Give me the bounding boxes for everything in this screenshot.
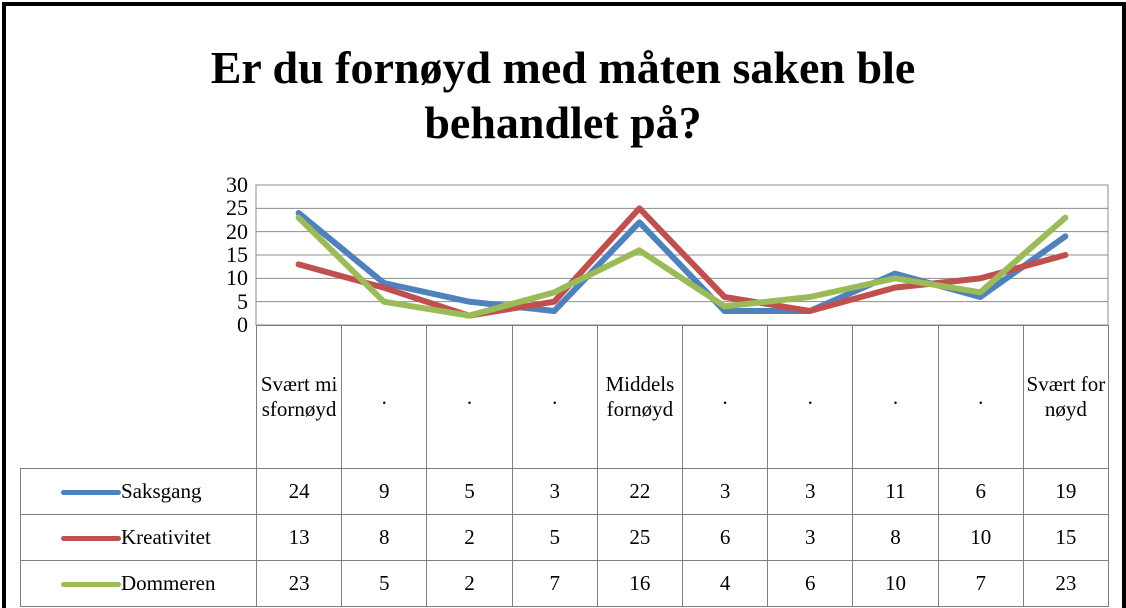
table-value: 2 xyxy=(426,560,513,607)
x-tick-label: . xyxy=(341,325,428,469)
x-tick-label: . xyxy=(426,325,513,469)
table-value: 8 xyxy=(852,514,939,561)
y-tick-label: 0 xyxy=(237,312,248,337)
table-value: 6 xyxy=(682,514,769,561)
table-value: 9 xyxy=(341,468,428,515)
table-value: 7 xyxy=(937,560,1024,607)
legend-key xyxy=(61,536,121,541)
table-value: 5 xyxy=(426,468,513,515)
x-tick-label: Svært misfornøyd xyxy=(256,325,343,469)
y-tick-label: 20 xyxy=(226,218,248,244)
table-value: 23 xyxy=(256,560,343,607)
y-tick-label: 25 xyxy=(226,195,248,221)
table-value: 6 xyxy=(937,468,1024,515)
series-line xyxy=(295,214,1069,319)
x-tick-label: . xyxy=(767,325,854,469)
chart-title: Er du fornøyd med måten saken ble behand… xyxy=(210,42,916,148)
table-value: 8 xyxy=(341,514,428,561)
table-value: 3 xyxy=(767,514,854,561)
table-value: 3 xyxy=(767,468,854,515)
x-tick-label: . xyxy=(852,325,939,469)
table-value: 16 xyxy=(596,560,683,607)
y-tick-label: 10 xyxy=(226,265,248,291)
x-tick-label: . xyxy=(937,325,1024,469)
table-value: 10 xyxy=(937,514,1024,561)
table-value: 6 xyxy=(767,560,854,607)
legend-key xyxy=(61,582,121,587)
table-value: 22 xyxy=(596,468,683,515)
legend-entry: Saksgang xyxy=(20,468,257,515)
x-tick-label: Svært fornøyd xyxy=(1022,325,1109,469)
y-tick-label: 30 xyxy=(226,172,248,197)
table-value: 11 xyxy=(852,468,939,515)
table-value: 24 xyxy=(256,468,343,515)
legend-entry: Kreativitet xyxy=(20,514,257,561)
x-tick-label: Middels fornøyd xyxy=(596,325,683,469)
table-value: 10 xyxy=(852,560,939,607)
table-value: 13 xyxy=(256,514,343,561)
table-value: 5 xyxy=(511,514,598,561)
legend-entry: Dommeren xyxy=(20,560,257,607)
x-tick-label: . xyxy=(682,325,769,469)
table-value: 3 xyxy=(682,468,769,515)
x-tick-label: . xyxy=(511,325,598,469)
table-value: 15 xyxy=(1022,514,1109,561)
y-tick-label: 5 xyxy=(237,288,248,314)
table-value: 3 xyxy=(511,468,598,515)
table-value: 2 xyxy=(426,514,513,561)
table-value: 25 xyxy=(596,514,683,561)
table-value: 23 xyxy=(1022,560,1109,607)
table-value: 4 xyxy=(682,560,769,607)
table-value: 19 xyxy=(1022,468,1109,515)
table-value: 7 xyxy=(511,560,598,607)
legend-key xyxy=(61,490,121,495)
y-tick-label: 15 xyxy=(226,242,248,267)
table-value: 5 xyxy=(341,560,428,607)
